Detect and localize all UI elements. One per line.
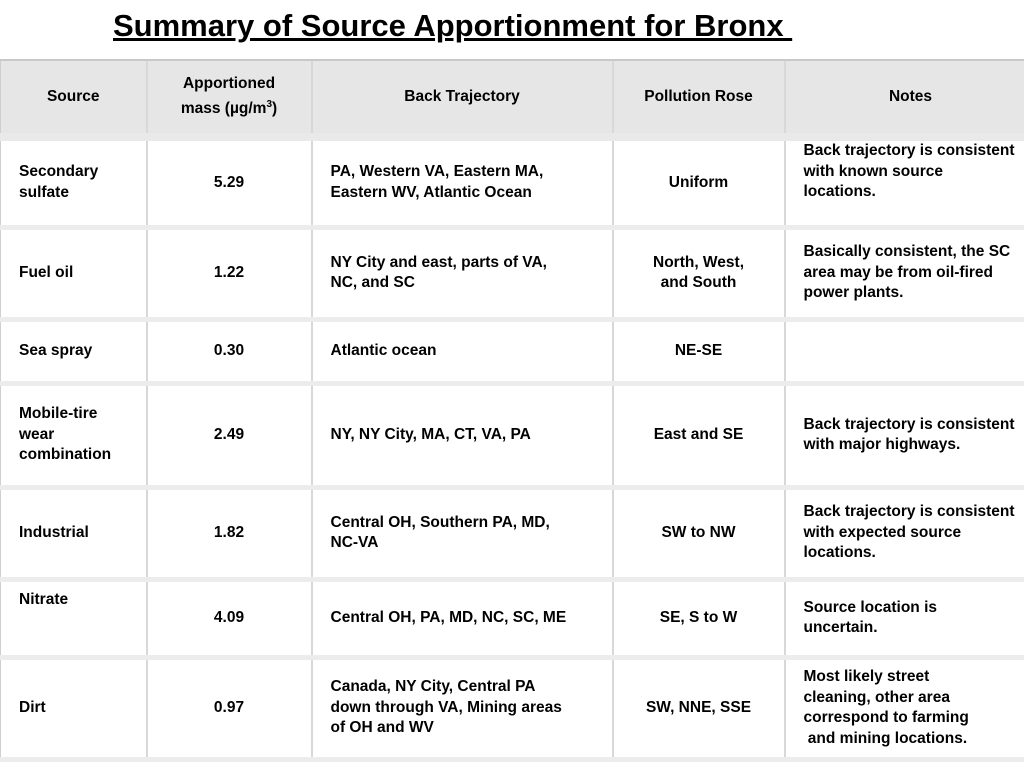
cell-pollution-rose-text: SW to NW (661, 523, 736, 541)
cell-source: Industrial (0, 487, 147, 582)
cell-notes-text: Back trajectory is consistent with major… (803, 415, 1015, 454)
cell-back-trajectory-text: NY City and east, parts of VA, NC, and S… (330, 253, 547, 292)
table-row: Sea spray 0.30 Atlantic ocean NE-SE (0, 319, 1024, 386)
page-title: Summary of Source Apportionment for Bron… (113, 8, 793, 43)
header-apportioned-mass: Apportioned mass (µg/m3) (145, 59, 312, 141)
cell-source-text: Mobile-tire wear combination (19, 405, 112, 464)
cell-mass: 5.29 (145, 137, 312, 230)
cell-mass: 0.30 (145, 319, 312, 386)
source-apportionment-table: Source Apportioned mass (µg/m3) Back Tra… (0, 59, 1024, 762)
cell-source-text: Nitrate (19, 590, 69, 608)
cell-pollution-rose-text: NE-SE (674, 341, 723, 359)
cell-pollution-rose: SE, S to W (611, 579, 785, 660)
cell-notes: Basically consistent, the SC area may be… (783, 227, 1024, 322)
cell-pollution-rose-text: SE, S to W (659, 608, 738, 626)
cell-source: Dirt (0, 657, 147, 762)
cell-source: Secondary sulfate (0, 137, 147, 230)
cell-pollution-rose: SW to NW (611, 487, 785, 582)
table-row: Industrial 1.82 Central OH, Southern PA,… (0, 487, 1024, 582)
cell-source-text: Fuel oil (19, 263, 74, 281)
header-pollution-rose: Pollution Rose (611, 59, 785, 141)
cell-source: Mobile-tire wear combination (0, 383, 147, 490)
cell-back-trajectory-text: Atlantic ocean (330, 341, 437, 359)
cell-back-trajectory: NY City and east, parts of VA, NC, and S… (310, 227, 613, 322)
cell-notes: Back trajectory is consistent with expec… (783, 487, 1024, 582)
cell-pollution-rose: SW, NNE, SSE (611, 657, 785, 762)
cell-mass: 4.09 (145, 579, 312, 660)
cell-back-trajectory-text: Central OH, Southern PA, MD, NC-VA (330, 513, 550, 552)
cell-notes-text: Back trajectory is consistent with known… (803, 142, 1015, 200)
cell-source: Nitrate (0, 579, 147, 660)
header-notes: Notes (783, 59, 1024, 141)
cell-mass: 0.97 (145, 657, 312, 762)
cell-back-trajectory: Central OH, Southern PA, MD, NC-VA (310, 487, 613, 582)
header-mass-unit-rest: g/m (238, 100, 267, 118)
cell-source-text: Industrial (19, 523, 89, 541)
cell-back-trajectory-text: NY, NY City, MA, CT, VA, PA (330, 425, 531, 443)
header-source: Source (0, 59, 147, 141)
cell-pollution-rose-text: Uniform (668, 173, 729, 191)
cell-back-trajectory-text: Central OH, PA, MD, NC, SC, ME (330, 608, 567, 626)
summary-table: Source Apportioned mass (µg/m3) Back Tra… (0, 59, 1024, 762)
cell-notes-text: Source location is uncertain. (803, 598, 938, 637)
cell-pollution-rose-text: East and SE (653, 425, 744, 443)
header-mass-unit-mu: µ (229, 100, 239, 118)
header-mass-line2: mass ( (180, 100, 230, 118)
cell-notes-text: Back trajectory is consistent with expec… (803, 503, 1015, 562)
cell-source: Fuel oil (0, 227, 147, 322)
cell-notes: Back trajectory is consistent with known… (783, 137, 1024, 230)
cell-notes: Back trajectory is consistent with major… (783, 383, 1024, 490)
header-back-trajectory: Back Trajectory (310, 59, 613, 141)
header-mass-superscript: 3 (266, 98, 272, 110)
cell-notes: Most likely street cleaning, other area … (783, 657, 1024, 762)
cell-notes-text: Most likely street cleaning, other area … (803, 668, 969, 747)
cell-back-trajectory: NY, NY City, MA, CT, VA, PA (310, 383, 613, 490)
cell-mass: 2.49 (145, 383, 312, 490)
cell-back-trajectory-text: PA, Western VA, Eastern MA, Eastern WV, … (330, 163, 544, 201)
cell-mass: 1.82 (145, 487, 312, 582)
cell-notes: Source location is uncertain. (783, 579, 1024, 660)
cell-source: Sea spray (0, 319, 147, 386)
header-row: Source Apportioned mass (µg/m3) Back Tra… (0, 59, 1024, 141)
table-row: Secondary sulfate 5.29 PA, Western VA, E… (0, 137, 1024, 230)
cell-pollution-rose: North, West, and South (611, 227, 785, 322)
cell-source-text: Secondary sulfate (19, 163, 99, 201)
cell-back-trajectory-text: Canada, NY City, Central PA down through… (330, 678, 562, 737)
cell-source-text: Sea spray (19, 341, 93, 359)
cell-pollution-rose: East and SE (611, 383, 785, 490)
cell-mass: 1.22 (145, 227, 312, 322)
header-mass-close: ) (272, 100, 278, 118)
cell-pollution-rose: Uniform (611, 137, 785, 230)
cell-notes (783, 319, 1024, 386)
cell-back-trajectory: Canada, NY City, Central PA down through… (310, 657, 613, 762)
header-mass-line1: Apportioned (182, 75, 276, 93)
cell-source-text: Dirt (19, 698, 46, 716)
table-row: Dirt 0.97 Canada, NY City, Central PA do… (0, 657, 1024, 762)
cell-pollution-rose: NE-SE (611, 319, 785, 386)
cell-back-trajectory: PA, Western VA, Eastern MA, Eastern WV, … (310, 137, 613, 230)
table-row: Nitrate 4.09 Central OH, PA, MD, NC, SC,… (0, 579, 1024, 660)
cell-pollution-rose-text: SW, NNE, SSE (645, 698, 752, 716)
cell-pollution-rose-text: North, West, and South (653, 253, 744, 292)
table-row: Fuel oil 1.22 NY City and east, parts of… (0, 227, 1024, 322)
table-row: Mobile-tire wear combination 2.49 NY, NY… (0, 383, 1024, 490)
cell-notes-text: Basically consistent, the SC area may be… (803, 243, 1011, 302)
cell-back-trajectory: Atlantic ocean (310, 319, 613, 386)
cell-back-trajectory: Central OH, PA, MD, NC, SC, ME (310, 579, 613, 660)
